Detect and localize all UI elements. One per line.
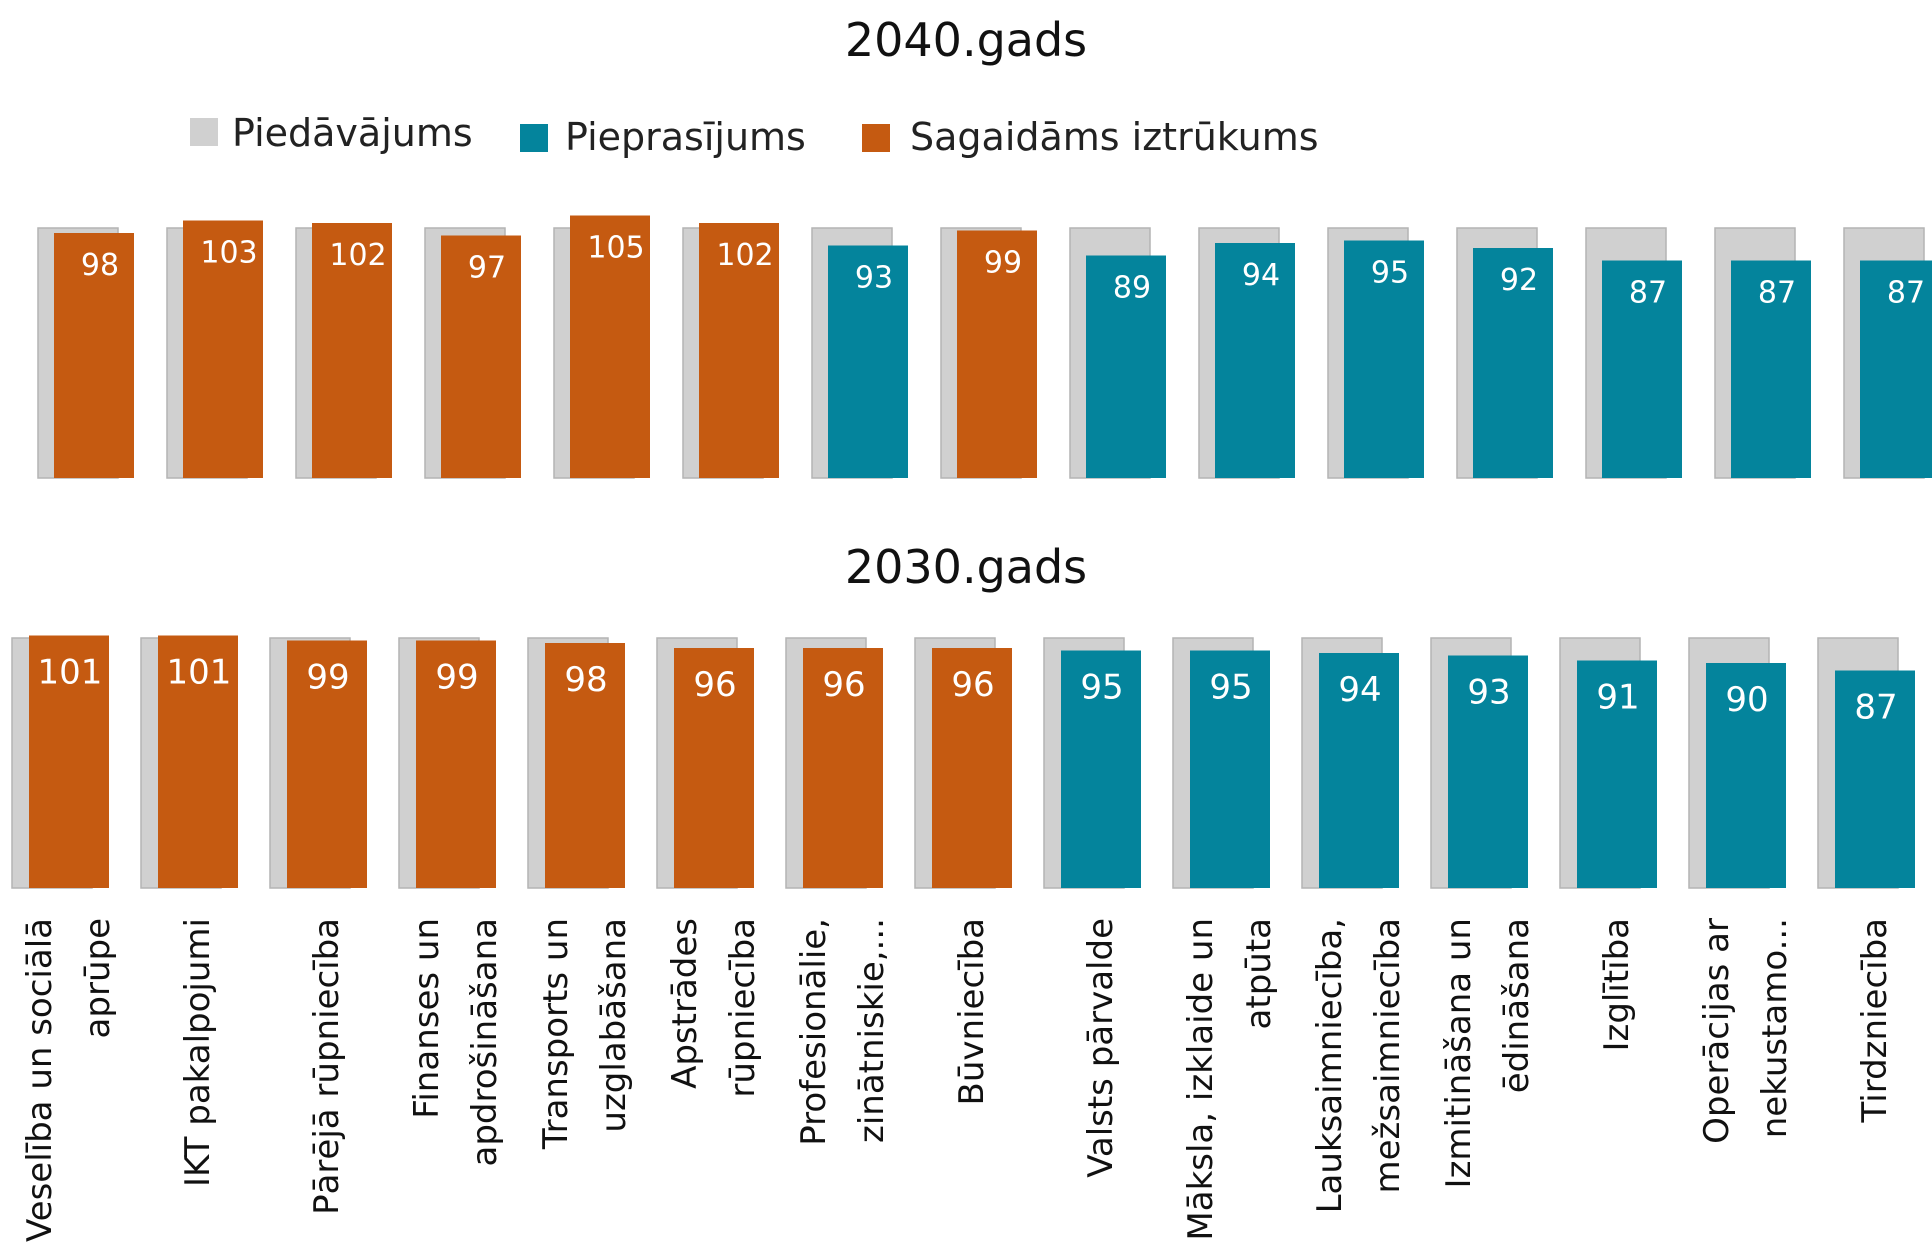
category-label: Izmitināšana un [1439, 918, 1479, 1188]
demand-bar [957, 230, 1037, 478]
data-label: 94 [1338, 670, 1381, 710]
data-label: 92 [1500, 263, 1538, 298]
data-label: 95 [1371, 256, 1409, 291]
demand-bar [441, 235, 521, 478]
legend-label-shortage: Sagaidāms iztrūkums [910, 115, 1319, 159]
legend-label-supply: Piedāvājums [232, 111, 473, 155]
demand-bar [183, 220, 263, 478]
data-label: 94 [1242, 258, 1280, 293]
category-label: Pārējā rūpniecība [307, 918, 347, 1215]
data-label: 98 [81, 248, 119, 283]
chart-title-2040: 2040.gads [845, 13, 1087, 67]
data-label: 96 [822, 665, 865, 705]
data-label: 99 [435, 658, 478, 698]
demand-bar [29, 635, 109, 888]
category-label: Māksla, izklaide un [1181, 918, 1221, 1241]
demand-bar [54, 233, 134, 478]
legend-label-demand: Pieprasījums [565, 115, 806, 159]
category-label: Lauksaimniecība, [1310, 918, 1350, 1213]
data-label: 99 [306, 658, 349, 698]
demand-bar [1731, 260, 1811, 478]
demand-bar [1473, 248, 1553, 478]
demand-bar [828, 245, 908, 478]
demand-bar [1860, 260, 1932, 478]
category-label: Veselība un sociālā [20, 918, 60, 1242]
category-label: apdrošināšana [465, 918, 505, 1167]
demand-bar [416, 640, 496, 888]
data-label: 102 [716, 238, 773, 273]
demand-bar [1577, 660, 1657, 888]
data-label: 99 [984, 246, 1022, 281]
category-label: Būvniecība [952, 918, 992, 1105]
data-label: 87 [1887, 276, 1925, 311]
demand-bar [1319, 653, 1399, 888]
category-label: Operācijas ar [1697, 918, 1737, 1144]
data-label: 101 [167, 653, 232, 693]
category-label: atpūta [1239, 918, 1279, 1029]
data-label: 96 [951, 665, 994, 705]
data-label: 87 [1854, 688, 1897, 728]
data-label: 96 [693, 665, 736, 705]
data-label: 91 [1596, 678, 1639, 718]
demand-bar [287, 640, 367, 888]
demand-bar [1602, 260, 1682, 478]
demand-bar [1448, 655, 1528, 888]
data-label: 90 [1725, 680, 1768, 720]
category-label: Izglītība [1597, 918, 1637, 1052]
demand-bar [545, 643, 625, 888]
chart-title-2030: 2030.gads [845, 540, 1087, 594]
demand-bar [158, 635, 238, 888]
demand-bar [1086, 255, 1166, 478]
data-label: 102 [329, 238, 386, 273]
demand-bar [1344, 240, 1424, 478]
demand-bar [1061, 650, 1141, 888]
category-label: Valsts pārvalde [1081, 918, 1121, 1178]
demand-bar [932, 648, 1012, 888]
demand-bar [1215, 243, 1295, 478]
data-label: 93 [1467, 673, 1510, 713]
legend-swatch-demand [520, 124, 548, 152]
plot-2030: 101 101 99 99 98 96 96 96 95 95 94 93 91 90 87 [11, 635, 1915, 889]
data-label: 89 [1113, 271, 1151, 306]
category-label: aprūpe [78, 918, 118, 1038]
demand-bar [803, 648, 883, 888]
category-label: uzglabāšana [594, 918, 634, 1133]
demand-bar [1190, 650, 1270, 888]
category-label: Apstrādes [665, 918, 705, 1089]
plot-2040: 98 103 102 97 105 102 93 99 89 94 95 92 87 87 87 [37, 215, 1932, 479]
category-label: nekustamo... [1755, 918, 1795, 1138]
data-label: 93 [855, 261, 893, 296]
category-label: Profesionālie, [794, 918, 834, 1146]
data-label: 103 [200, 236, 257, 271]
legend: Piedāvājums Pieprasījums Sagaidāms iztrū… [190, 111, 1319, 159]
data-label: 98 [564, 660, 607, 700]
data-label: 95 [1080, 668, 1123, 708]
category-label: zinātniskie,... [852, 918, 892, 1143]
demand-bar [699, 223, 779, 478]
legend-swatch-shortage [862, 124, 890, 152]
category-axis-labels: Veselība un sociālā aprūpe IKT pakalpojumi… [20, 918, 1895, 1242]
demand-bar [312, 223, 392, 478]
category-label: IKT pakalpojumi [178, 918, 218, 1187]
category-label: Finanses un [407, 918, 447, 1119]
data-label: 87 [1629, 276, 1667, 311]
category-label: mežsaimniecība [1368, 918, 1408, 1193]
demand-bar [570, 215, 650, 478]
demand-bar [674, 648, 754, 888]
data-label: 97 [468, 251, 506, 286]
data-label: 101 [38, 653, 103, 693]
category-label: ēdināšana [1497, 918, 1537, 1093]
demand-bar [1706, 663, 1786, 888]
demand-bar [1835, 670, 1915, 888]
category-label: Tirdzniecība [1855, 918, 1895, 1123]
legend-swatch-supply [190, 118, 218, 146]
category-label: Transports un [536, 918, 576, 1150]
data-label: 87 [1758, 276, 1796, 311]
data-label: 95 [1209, 668, 1252, 708]
data-label: 105 [587, 231, 644, 266]
category-label: rūpniecība [723, 918, 763, 1098]
